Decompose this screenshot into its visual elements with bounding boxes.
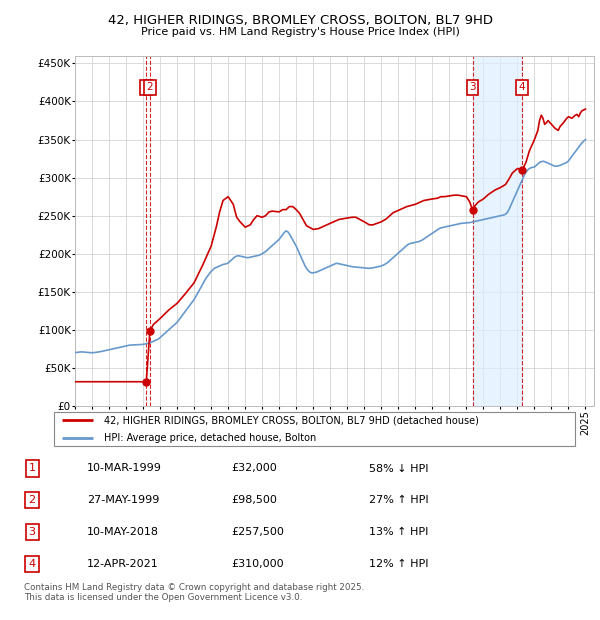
- Text: 27% ↑ HPI: 27% ↑ HPI: [369, 495, 429, 505]
- Text: 10-MAR-1999: 10-MAR-1999: [87, 464, 162, 474]
- Text: 42, HIGHER RIDINGS, BROMLEY CROSS, BOLTON, BL7 9HD (detached house): 42, HIGHER RIDINGS, BROMLEY CROSS, BOLTO…: [104, 415, 479, 425]
- Text: £310,000: £310,000: [231, 559, 284, 569]
- Text: 1: 1: [29, 464, 35, 474]
- Text: 4: 4: [519, 82, 526, 92]
- Text: 12% ↑ HPI: 12% ↑ HPI: [369, 559, 428, 569]
- Text: 2: 2: [146, 82, 153, 92]
- Text: £32,000: £32,000: [231, 464, 277, 474]
- Text: Contains HM Land Registry data © Crown copyright and database right 2025.
This d: Contains HM Land Registry data © Crown c…: [24, 583, 364, 602]
- Text: 12-APR-2021: 12-APR-2021: [87, 559, 158, 569]
- Text: 10-MAY-2018: 10-MAY-2018: [87, 527, 159, 537]
- Text: HPI: Average price, detached house, Bolton: HPI: Average price, detached house, Bolt…: [104, 433, 316, 443]
- Text: 1: 1: [143, 82, 149, 92]
- Text: 42, HIGHER RIDINGS, BROMLEY CROSS, BOLTON, BL7 9HD: 42, HIGHER RIDINGS, BROMLEY CROSS, BOLTO…: [107, 14, 493, 27]
- Text: 2: 2: [29, 495, 36, 505]
- Text: £98,500: £98,500: [231, 495, 277, 505]
- Bar: [473, 56, 522, 406]
- Text: 27-MAY-1999: 27-MAY-1999: [87, 495, 159, 505]
- Text: 3: 3: [469, 82, 476, 92]
- FancyBboxPatch shape: [53, 412, 575, 446]
- Text: 13% ↑ HPI: 13% ↑ HPI: [369, 527, 428, 537]
- Text: 58% ↓ HPI: 58% ↓ HPI: [369, 464, 428, 474]
- Text: Price paid vs. HM Land Registry's House Price Index (HPI): Price paid vs. HM Land Registry's House …: [140, 27, 460, 37]
- Text: £257,500: £257,500: [231, 527, 284, 537]
- Text: 3: 3: [29, 527, 35, 537]
- Text: 4: 4: [29, 559, 36, 569]
